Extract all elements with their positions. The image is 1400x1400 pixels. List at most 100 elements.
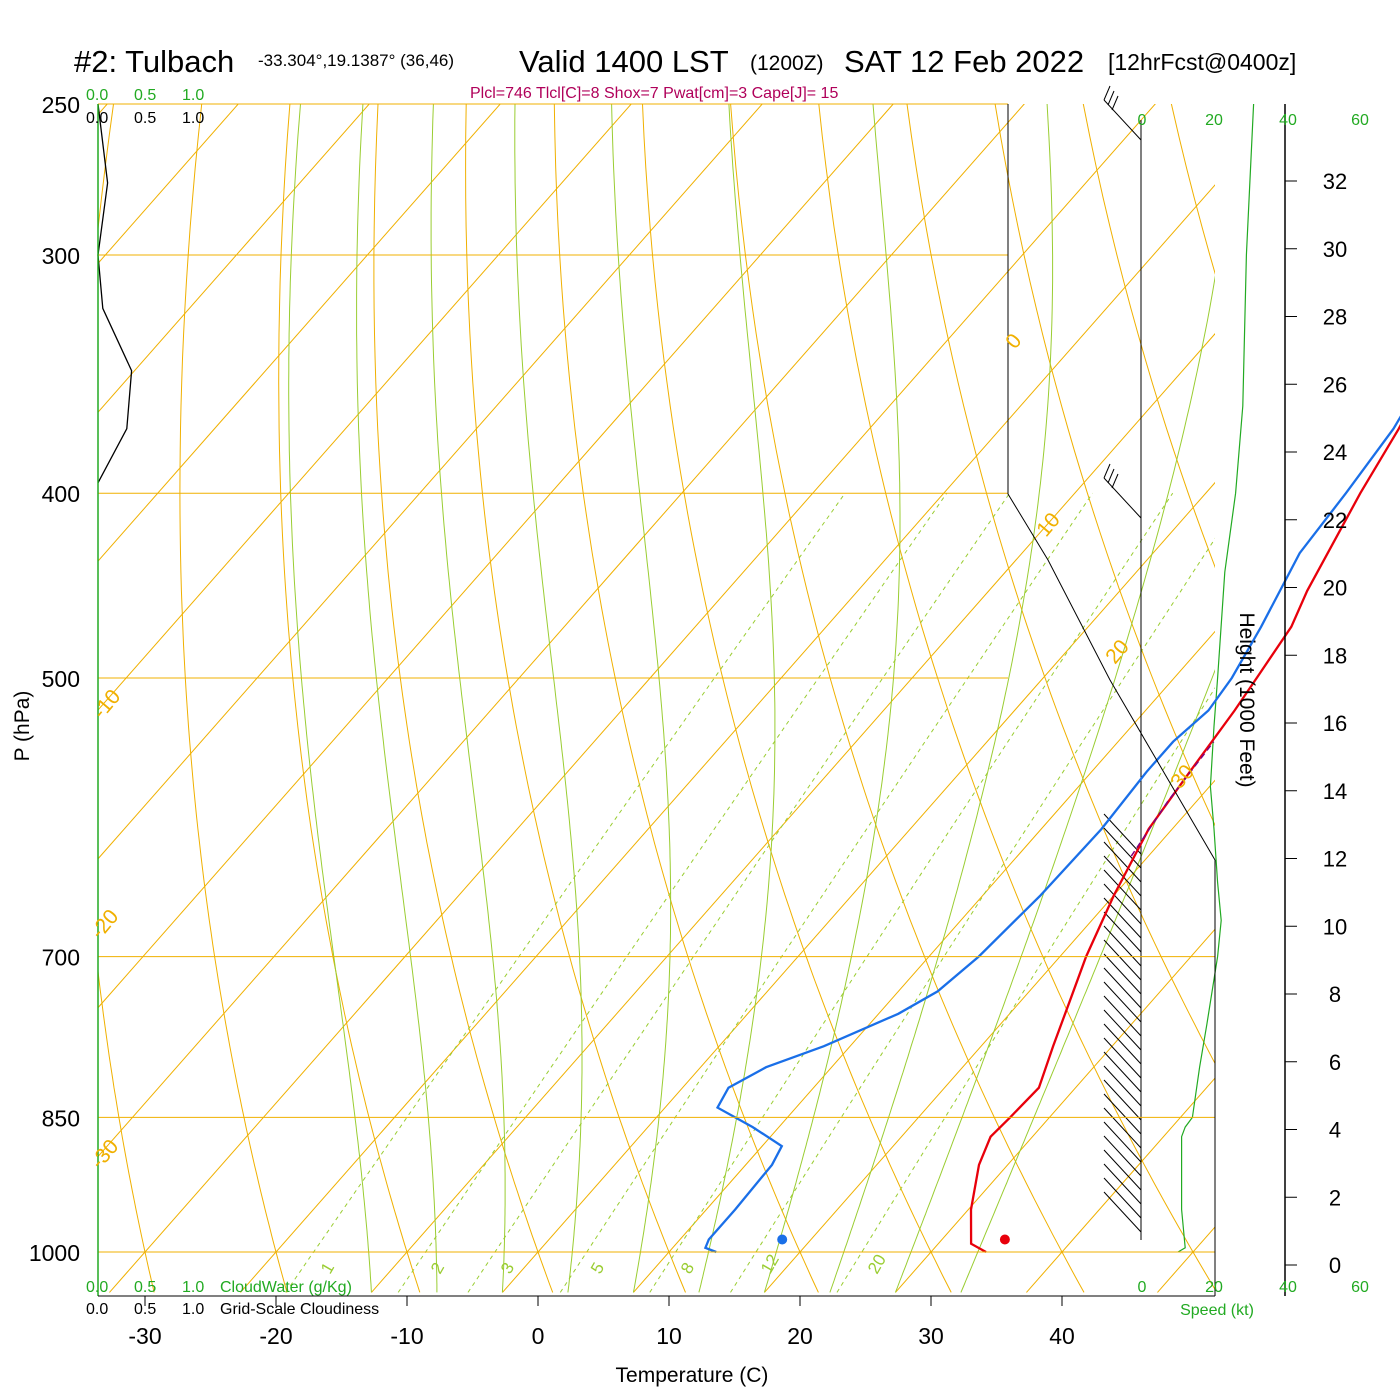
dry-adiabat-line — [98, 104, 155, 1293]
cloud-black-bottom-0: 0.0 — [86, 1301, 108, 1318]
wind-speed-line — [1177, 103, 1255, 1253]
wind-barb — [1103, 1079, 1142, 1121]
speed-top-0: 0 — [1138, 112, 1147, 129]
pressure-tick-label: 850 — [42, 1105, 80, 1131]
wind-barb — [1103, 841, 1142, 883]
speed-scale-top: 0 20 40 60 — [1138, 112, 1369, 129]
wind-barb — [1103, 967, 1142, 1009]
mixing-ratio-line — [836, 687, 1215, 1293]
moist-adiabat-line — [829, 104, 1054, 1293]
axes: 2503004005007008501000-30-20-100102030-3… — [29, 92, 1347, 1349]
wind-barb — [1103, 1093, 1142, 1135]
mixing-ratio-line — [730, 537, 1215, 1293]
wind-barb — [1103, 1163, 1142, 1205]
valid-time: Valid 1400 LST — [519, 44, 729, 79]
cloud-scale-bottom: 0.0 0.5 1.0 CloudWater (g/Kg) 0.0 0.5 1.… — [86, 1279, 379, 1318]
mixing-ratio-label: 8 — [677, 1259, 698, 1277]
wind-barb — [1103, 1023, 1142, 1065]
cloud-green-bottom-1: 0.5 — [134, 1279, 156, 1296]
height-tick-label: 0 — [1329, 1253, 1341, 1278]
speed-bottom-3: 60 — [1351, 1279, 1369, 1296]
height-tick-label: 8 — [1329, 982, 1341, 1007]
wind-barb-feather — [1111, 95, 1119, 111]
cloudiness-line — [97, 103, 133, 484]
dry-adiabat-line — [278, 104, 421, 1293]
cloud-scale-top: 0.0 0.5 1.0 0.0 0.5 1.0 — [86, 87, 204, 127]
dry-adiabat-line — [373, 104, 554, 1293]
speed-scale-bottom: 0 20 40 60 Speed (kt) — [1138, 1279, 1369, 1319]
dry-adiabat-line — [179, 104, 288, 1293]
x-tick-label: 40 — [1049, 1323, 1075, 1349]
isotherm-line — [98, 104, 1025, 1158]
wind-barb — [1103, 1065, 1142, 1107]
cloud-black-bottom-2: 1.0 — [182, 1301, 204, 1318]
x-tick-label: 10 — [656, 1323, 682, 1349]
wind-barb — [1103, 953, 1142, 995]
height-tick-label: 30 — [1323, 237, 1347, 262]
dry-adiabat-line — [906, 104, 1215, 1065]
wind-barb-feather — [1111, 473, 1119, 489]
cloud-black-bottom-1: 0.5 — [134, 1301, 156, 1318]
x-tick-label: -30 — [128, 1323, 161, 1349]
isotherm-line — [98, 104, 501, 562]
isotherm-line — [502, 481, 1215, 1293]
cloud-black-top-1: 0.5 — [134, 110, 156, 127]
forecast-label: [12hrFcst@0400z] — [1108, 49, 1296, 75]
dewpoint-line — [703, 415, 1400, 1254]
wind-barb — [1103, 1037, 1142, 1079]
height-tick-label: 18 — [1323, 643, 1347, 668]
y-axis-title: P (hPa) — [11, 691, 34, 762]
station-title: #2: Tulbach — [74, 44, 234, 79]
height-tick-label: 2 — [1329, 1185, 1341, 1210]
speed-axis-label: Speed (kt) — [1180, 1302, 1254, 1319]
moist-adiabat-line — [960, 669, 1215, 1293]
pressure-tick-label: 1000 — [29, 1240, 80, 1266]
wind-barb — [1103, 869, 1142, 911]
isotherm-label: 0 — [1001, 329, 1026, 353]
isotherm-line — [764, 779, 1215, 1293]
height-tick-label: 16 — [1323, 711, 1347, 736]
moist-adiabat-line — [611, 104, 672, 1293]
station-coords: -33.304°,19.1387° (36,46) — [258, 51, 454, 70]
wind-barb-feather — [1103, 463, 1111, 479]
wind-barb — [1103, 939, 1142, 981]
sounding-profiles — [97, 103, 1400, 1254]
x-tick-label: 30 — [918, 1323, 944, 1349]
x-tick-label: -10 — [390, 1323, 423, 1349]
diagram-background-lines: 1 2 3 5 8 12 20 — [0, 0, 1215, 1293]
pressure-tick-label: 500 — [42, 666, 80, 692]
wind-barb-feather — [1107, 90, 1115, 106]
wind-barb — [1103, 1177, 1142, 1219]
wind-barb — [1103, 911, 1142, 953]
mixing-ratio-line — [397, 492, 948, 1293]
dry-adiabat-line — [1170, 104, 1215, 275]
height-tick-label: 24 — [1323, 440, 1347, 465]
mixing-ratio-label: 20 — [864, 1251, 890, 1277]
pressure-tick-label: 300 — [42, 243, 80, 269]
mixing-ratio-line — [559, 492, 1093, 1293]
moist-adiabat-line — [356, 104, 438, 1293]
moist-adiabat-line — [288, 104, 372, 1293]
wind-barb — [1103, 995, 1142, 1037]
pressure-tick-label: 700 — [42, 945, 80, 971]
mixing-ratio-label: 5 — [587, 1259, 608, 1277]
isotherm-label: -30 — [86, 1135, 123, 1173]
dry-adiabat-line — [818, 104, 1215, 1291]
isotherm-line — [98, 104, 632, 711]
x-tick-label: 20 — [787, 1323, 813, 1349]
isotherm-line — [0, 0, 69, 1292]
moist-adiabat-line — [514, 104, 583, 1293]
cloud-green-bottom-0: 0.0 — [86, 1279, 108, 1296]
wind-panel — [1103, 85, 1142, 1240]
moist-adiabat-line — [698, 104, 776, 1293]
wind-barb — [1103, 1009, 1142, 1051]
pressure-tick-label: 400 — [42, 481, 80, 507]
speed-top-3: 60 — [1351, 112, 1369, 129]
wind-barb — [1103, 1051, 1142, 1093]
wind-barb — [1103, 925, 1142, 967]
dry-adiabat-line — [730, 104, 1085, 1293]
height-tick-label: 20 — [1323, 576, 1347, 601]
pressure-tick-label: 250 — [42, 92, 80, 118]
moist-adiabat-line — [763, 104, 901, 1293]
